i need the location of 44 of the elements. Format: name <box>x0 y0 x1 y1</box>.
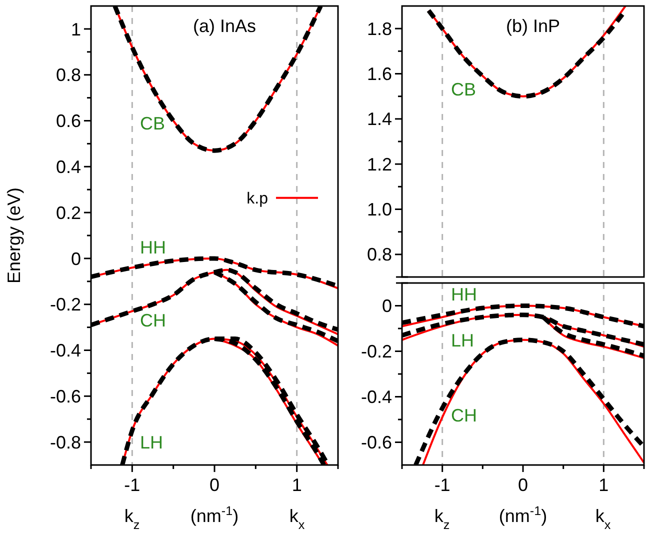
y-tick-label: 1.0 <box>366 200 392 220</box>
x-tick-label: -1 <box>124 475 140 495</box>
y-tick-label: 0.8 <box>366 244 392 265</box>
y-tick-label: 0.8 <box>56 65 81 86</box>
annotation: HH <box>451 284 477 304</box>
text: k$_{z}$ <box>124 506 140 532</box>
y-tick-label: -0.4 <box>50 340 81 361</box>
annotation: HH <box>140 237 166 258</box>
x-axis-title: (nm$^{-1}$) <box>190 504 239 526</box>
text: k$_{x}$ <box>595 506 612 532</box>
annotation: CB <box>140 113 166 134</box>
x-tick-label: 1 <box>598 475 609 495</box>
text: k$_{x}$ <box>289 506 306 532</box>
y-tick-label: -0.6 <box>50 386 81 406</box>
y-tick-label: 1.8 <box>366 18 392 39</box>
y-tick-label: 0.6 <box>56 111 81 132</box>
annotation: CH <box>140 310 166 330</box>
y-tick-label: -0.6 <box>360 432 392 453</box>
legend-label: k.p <box>246 190 268 208</box>
y-tick-label: 1.6 <box>366 64 392 84</box>
x-tick-label: 1 <box>292 475 302 495</box>
annotation: LH <box>451 330 474 350</box>
annotation: LH <box>140 432 164 452</box>
text: k$_{z}$ <box>434 506 450 532</box>
x-tick-label: 0 <box>209 475 220 495</box>
x-tick-label: 0 <box>518 475 528 495</box>
y-tick-label: 1 <box>70 19 81 40</box>
annotation: CH <box>451 405 477 426</box>
y-tick-label: 1.4 <box>366 109 392 130</box>
y-tick-label: -0.4 <box>360 387 392 408</box>
y-tick-label: 0 <box>382 296 392 316</box>
y-tick-label: 1.2 <box>366 154 392 174</box>
text: (a) InAs <box>192 16 256 36</box>
y-axis-title: Energy (eV) <box>4 187 24 284</box>
y-tick-label: 0 <box>70 248 81 269</box>
y-tick-label: 0.4 <box>56 156 81 177</box>
y-tick-label: 0.2 <box>56 202 81 223</box>
y-tick-label: -0.2 <box>50 294 81 315</box>
x-axis-title: (nm$^{-1}$) <box>498 504 548 526</box>
text: (b) InP <box>506 16 560 36</box>
x-tick-label: -1 <box>434 475 450 495</box>
annotation: CB <box>451 79 476 100</box>
y-tick-label: -0.8 <box>50 432 81 452</box>
y-tick-label: -0.2 <box>360 342 392 362</box>
